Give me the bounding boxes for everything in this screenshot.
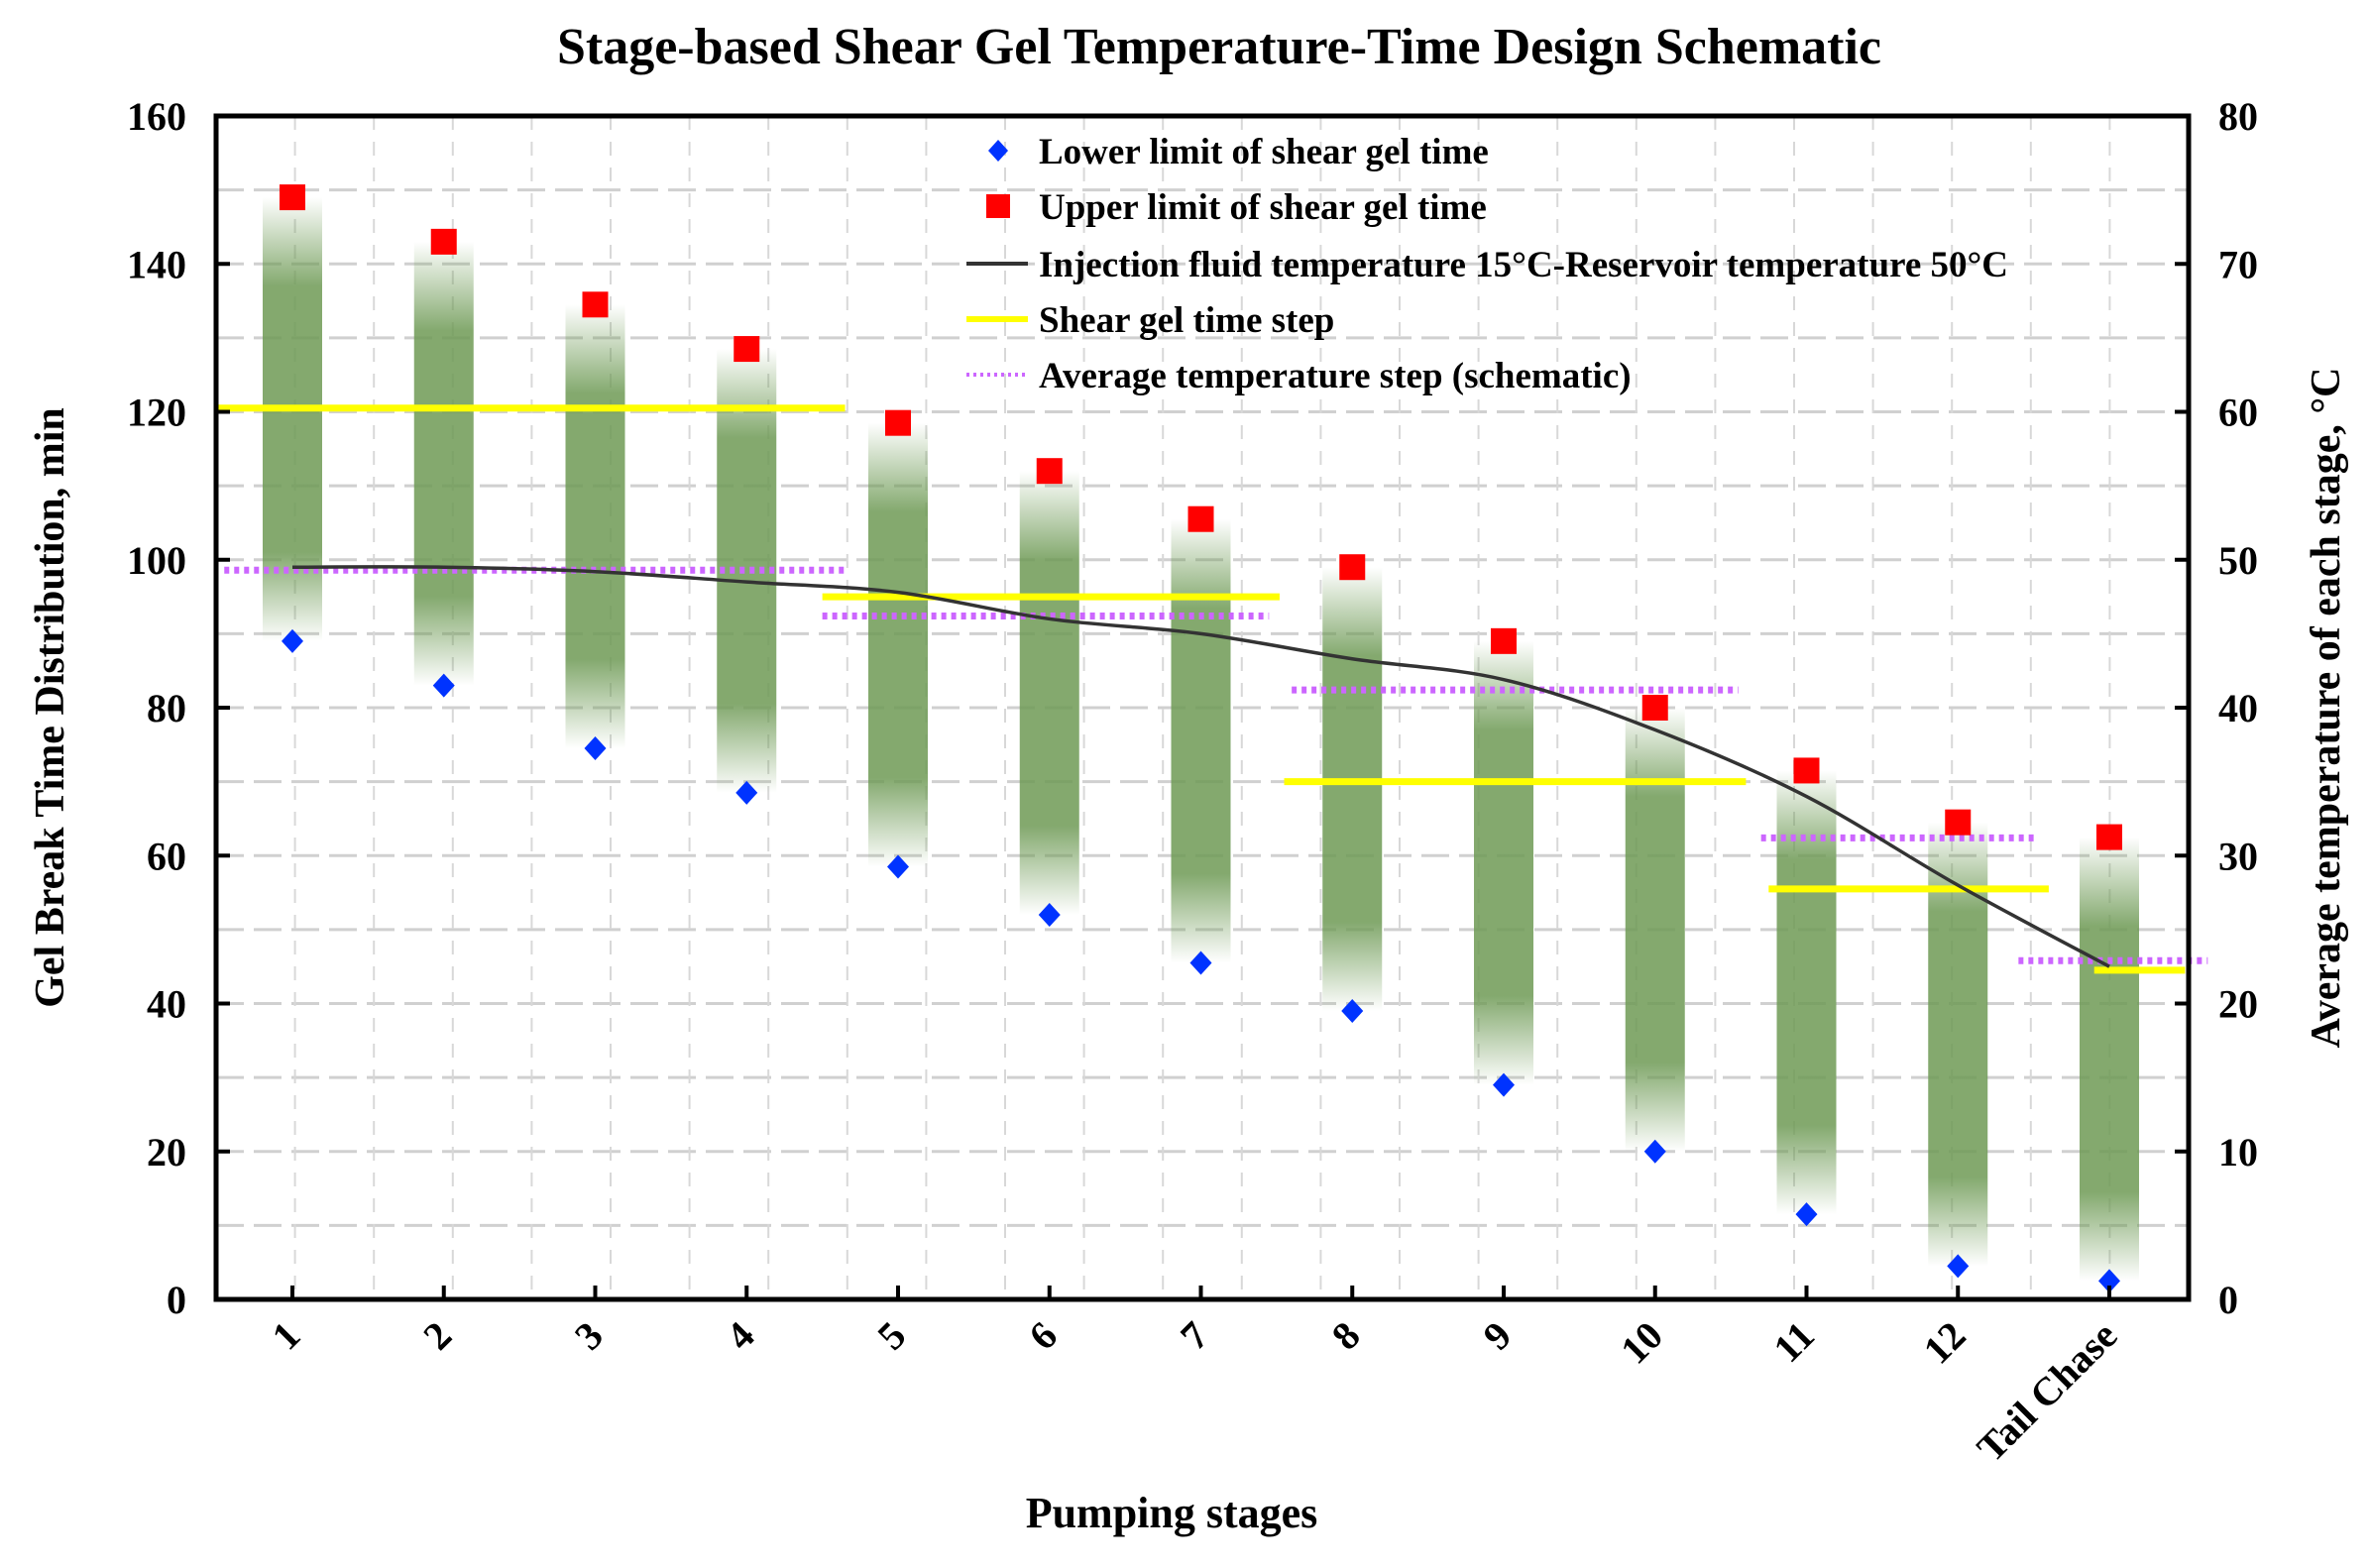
upper-limit-point	[280, 184, 305, 211]
legend-label: Lower limit of shear gel time	[1039, 132, 1489, 172]
legend-label: Average temperature step (schematic)	[1039, 356, 1632, 396]
upper-limit-point	[1187, 505, 1214, 532]
axis-ticks	[216, 114, 2189, 1301]
range-band	[1019, 471, 1079, 915]
y-left-tick-label: 140	[127, 242, 186, 286]
upper-limit-point	[1339, 554, 1366, 581]
upper-limit-point	[2096, 824, 2122, 850]
range-band	[1474, 640, 1533, 1085]
y-left-tick-label: 60	[147, 834, 186, 878]
injection-temperature-line	[291, 565, 2110, 968]
y-right-tick-label: 30	[2218, 834, 2258, 878]
legend-label: Injection fluid temperature 15°C-Reservo…	[1039, 245, 2008, 285]
range-band	[413, 241, 474, 686]
temperature-line	[291, 565, 2110, 968]
y-left-tick-label: 160	[127, 94, 186, 139]
y-left-tick-label: 80	[147, 686, 186, 730]
range-band	[565, 304, 625, 749]
y-left-tick-label: 100	[127, 538, 186, 583]
range-band	[263, 197, 322, 641]
y-left-tick-label: 0	[167, 1278, 186, 1322]
lower-limit-point	[1795, 1202, 1818, 1227]
y-axis-left-tick-labels: 0 20 40 60 80 100 120 140 160	[127, 94, 186, 1322]
range-band	[868, 422, 928, 867]
lower-limit-point	[1947, 1254, 1970, 1279]
range-band	[2080, 837, 2139, 1282]
y-axis-right-label: Average temperature of each stage, °C	[2304, 368, 2349, 1049]
upper-limit-point	[1491, 627, 1517, 654]
upper-limit-point	[430, 228, 457, 255]
upper-limit-point	[1793, 757, 1820, 784]
range-band	[1322, 567, 1383, 1011]
upper-limit-point	[582, 291, 609, 318]
lower-limit-point	[432, 673, 455, 698]
range-band	[1171, 518, 1231, 963]
y-right-tick-label: 80	[2218, 94, 2258, 139]
y-right-tick-label: 70	[2218, 242, 2258, 286]
y-right-tick-label: 40	[2218, 686, 2258, 730]
y-left-tick-label: 120	[127, 391, 186, 435]
upper-limit-point	[1036, 458, 1063, 485]
x-axis-label: Pumping stages	[1026, 1489, 1318, 1537]
y-axis-left-label: Gel Break Time Distribution, min	[28, 407, 73, 1008]
legend-label: Upper limit of shear gel time	[1039, 187, 1487, 228]
y-right-tick-label: 0	[2218, 1278, 2238, 1322]
range-band	[1776, 770, 1837, 1215]
y-right-tick-label: 50	[2218, 538, 2258, 583]
legend-upper-limit-icon	[986, 194, 1010, 218]
legend-lower-limit-icon	[988, 140, 1008, 162]
lower-limit-point	[735, 780, 758, 805]
legend: Lower limit of shear gel time Upper limit…	[966, 132, 2008, 396]
data-markers	[280, 184, 2122, 1293]
lower-limit-point	[887, 854, 909, 879]
lower-limit-point	[282, 628, 303, 653]
lower-limit-point	[584, 736, 607, 761]
lower-limit-point	[1341, 998, 1364, 1023]
range-band	[717, 349, 777, 793]
upper-limit-point	[1641, 695, 1668, 721]
upper-limit-point	[734, 336, 760, 363]
chart-title: Stage-based Shear Gel Temperature-Time D…	[557, 19, 1881, 75]
y-left-tick-label: 40	[147, 982, 186, 1027]
y-right-tick-label: 60	[2218, 391, 2258, 435]
y-right-tick-label: 20	[2218, 982, 2258, 1027]
y-left-tick-label: 20	[147, 1130, 186, 1175]
step-lines	[216, 404, 2208, 974]
upper-limit-point	[885, 409, 911, 436]
lower-limit-point	[1493, 1072, 1515, 1097]
lower-limit-point	[2098, 1269, 2120, 1293]
lower-limit-point	[1038, 902, 1061, 927]
legend-label: Shear gel time step	[1039, 300, 1334, 341]
y-axis-right-tick-labels: 0 10 20 30 40 50 60 70 80	[2218, 94, 2258, 1322]
y-right-tick-label: 10	[2218, 1130, 2258, 1175]
range-band	[1625, 708, 1685, 1152]
upper-limit-point	[1945, 809, 1972, 836]
lower-limit-point	[1643, 1139, 1666, 1164]
lower-limit-point	[1189, 951, 1212, 975]
